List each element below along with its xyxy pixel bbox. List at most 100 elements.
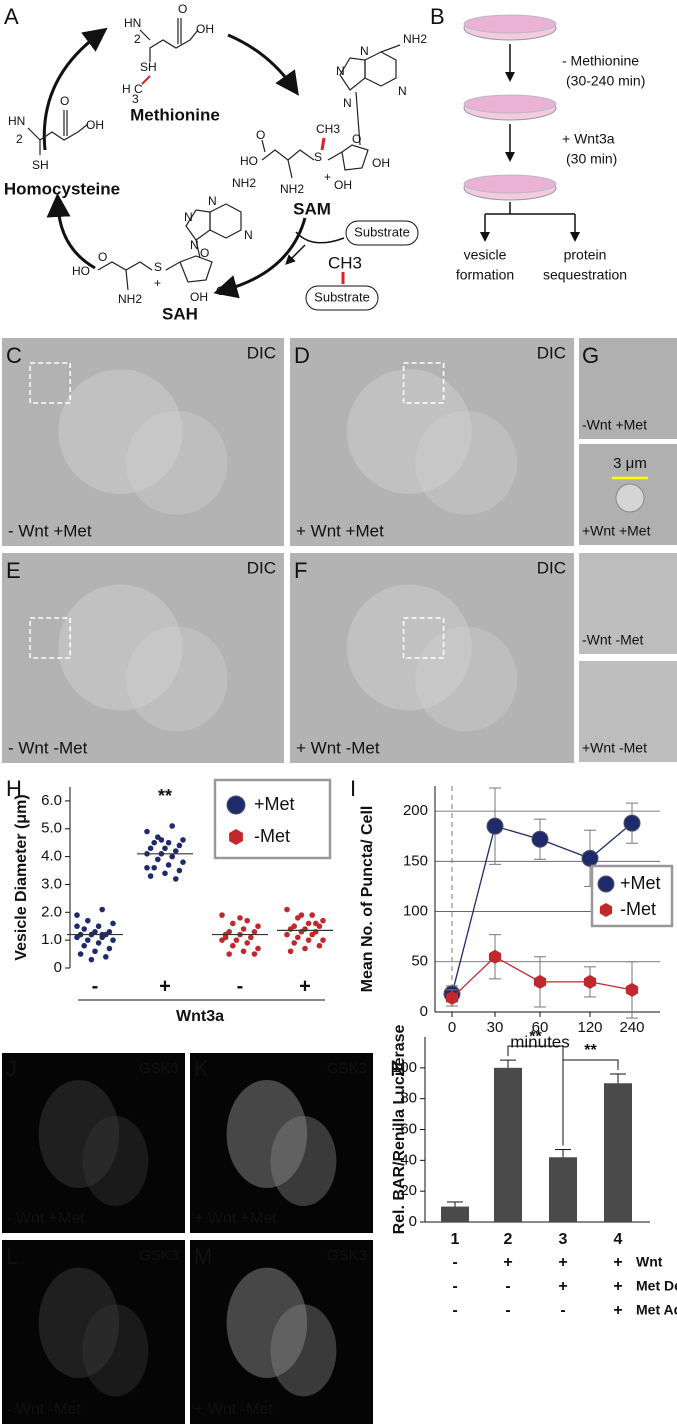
atom-label: N <box>190 238 199 252</box>
data-point <box>445 990 459 1005</box>
y-tick-label: 100 <box>392 1059 417 1076</box>
atom-label: HN <box>124 16 141 30</box>
x-tick-label: - <box>92 975 99 997</box>
workflow-outcome: protein <box>564 247 607 263</box>
treatment-name: Wnt <box>636 1254 663 1270</box>
y-tick-label: 40 <box>400 1151 417 1168</box>
error-bar <box>500 1059 516 1068</box>
data-dot <box>255 923 261 930</box>
error-bar <box>555 1149 571 1158</box>
atom-label: OH <box>216 284 234 298</box>
panel-label: I <box>350 776 356 801</box>
atom-label: H C <box>122 82 143 96</box>
x-tick-label: 1 <box>451 1231 460 1248</box>
x-tick-label: 240 <box>619 1019 644 1036</box>
y-tick-label: 60 <box>400 1120 417 1137</box>
data-dot <box>230 920 236 927</box>
panel-label: D <box>294 343 310 368</box>
panel-label: E <box>6 558 21 583</box>
legend-label: +Met <box>620 873 661 893</box>
cell <box>226 1080 308 1188</box>
bar <box>549 1157 577 1222</box>
y-tick-label: 4.0 <box>41 848 62 865</box>
x-tick-label: 4 <box>614 1231 623 1248</box>
data-dot <box>302 945 308 952</box>
cell <box>126 410 228 515</box>
panel-label: L <box>6 1244 18 1269</box>
y-tick-label: 100 <box>403 903 428 920</box>
data-dot <box>85 937 91 943</box>
data-dot <box>320 917 326 924</box>
cell <box>58 369 183 494</box>
legend-box <box>213 778 332 860</box>
error-bar <box>610 1073 626 1084</box>
image-tag: GSK3 <box>327 1247 367 1264</box>
x-tick-label: + <box>159 975 171 997</box>
atom-label: CH3 <box>316 122 340 136</box>
y-tick-label: 6.0 <box>41 792 62 809</box>
significance: ** <box>529 1028 542 1045</box>
cell <box>226 1267 308 1379</box>
y-tick-label: 2.0 <box>41 903 62 920</box>
x-axis-label: Wnt3a <box>176 1008 224 1025</box>
atom-label: 2 <box>16 132 23 146</box>
data-dot <box>106 945 113 952</box>
data-dot <box>77 951 84 957</box>
y-tick-label: 150 <box>403 852 428 869</box>
legend-label: -Met <box>254 826 290 846</box>
legend-marker <box>226 795 246 815</box>
panel-label: N <box>390 1056 406 1081</box>
error-bar <box>447 1201 463 1207</box>
data-dot <box>291 940 298 946</box>
data-dot <box>158 837 165 843</box>
inset-caption: -Wnt -Met <box>582 632 644 648</box>
y-tick-label: 5.0 <box>41 820 62 837</box>
atom-label: OH <box>86 118 104 132</box>
x-tick-label: 30 <box>487 1019 504 1036</box>
x-axis-label: minutes <box>510 1032 570 1051</box>
data-dot <box>176 842 183 849</box>
image-caption: + Wnt -Met <box>296 738 380 757</box>
atom-label: HO <box>72 264 90 278</box>
panel-label: H <box>6 776 22 801</box>
cell <box>270 1116 337 1206</box>
data-dot <box>219 912 225 918</box>
image-caption: - Wnt +Met <box>6 1210 85 1227</box>
atom-label: NH2 <box>280 182 304 196</box>
data-dot <box>244 917 250 924</box>
data-dot <box>284 931 290 938</box>
workflow-outcome: vesicle <box>464 247 507 263</box>
data-point <box>625 982 639 997</box>
image-tag: DIC <box>537 343 566 362</box>
roi-box <box>29 362 71 404</box>
y-axis-label: Rel. BAR/Renilla Luciferase <box>391 1024 408 1234</box>
cell <box>346 369 472 494</box>
atom-label: OH <box>334 178 352 192</box>
vesicle <box>615 483 645 513</box>
image-tag: GSK3 <box>139 1060 179 1077</box>
compound-name: SAM <box>293 199 331 218</box>
roi-box <box>402 617 445 659</box>
treatment-sign: - <box>452 1278 457 1295</box>
workflow-step: + Wnt3a <box>562 131 615 147</box>
cell <box>346 584 472 711</box>
data-dot <box>309 912 316 918</box>
atom-label: OH <box>372 156 390 170</box>
data-dot <box>151 839 157 846</box>
y-tick-label: 50 <box>411 953 428 970</box>
atom-label: O <box>200 246 209 260</box>
atom-label: N <box>398 84 407 98</box>
atom-label: O <box>352 132 361 146</box>
data-dot <box>169 853 175 860</box>
data-point <box>486 817 504 835</box>
data-dot <box>313 920 319 927</box>
x-tick-label: 0 <box>448 1019 456 1036</box>
y-tick-label: 20 <box>400 1182 417 1199</box>
data-dot <box>176 867 183 874</box>
panel-label: J <box>6 1056 17 1081</box>
workflow-step: - Methionine <box>562 53 639 69</box>
roi-box <box>402 362 445 404</box>
legend-marker <box>229 829 243 845</box>
significance-bracket <box>562 1059 619 1146</box>
